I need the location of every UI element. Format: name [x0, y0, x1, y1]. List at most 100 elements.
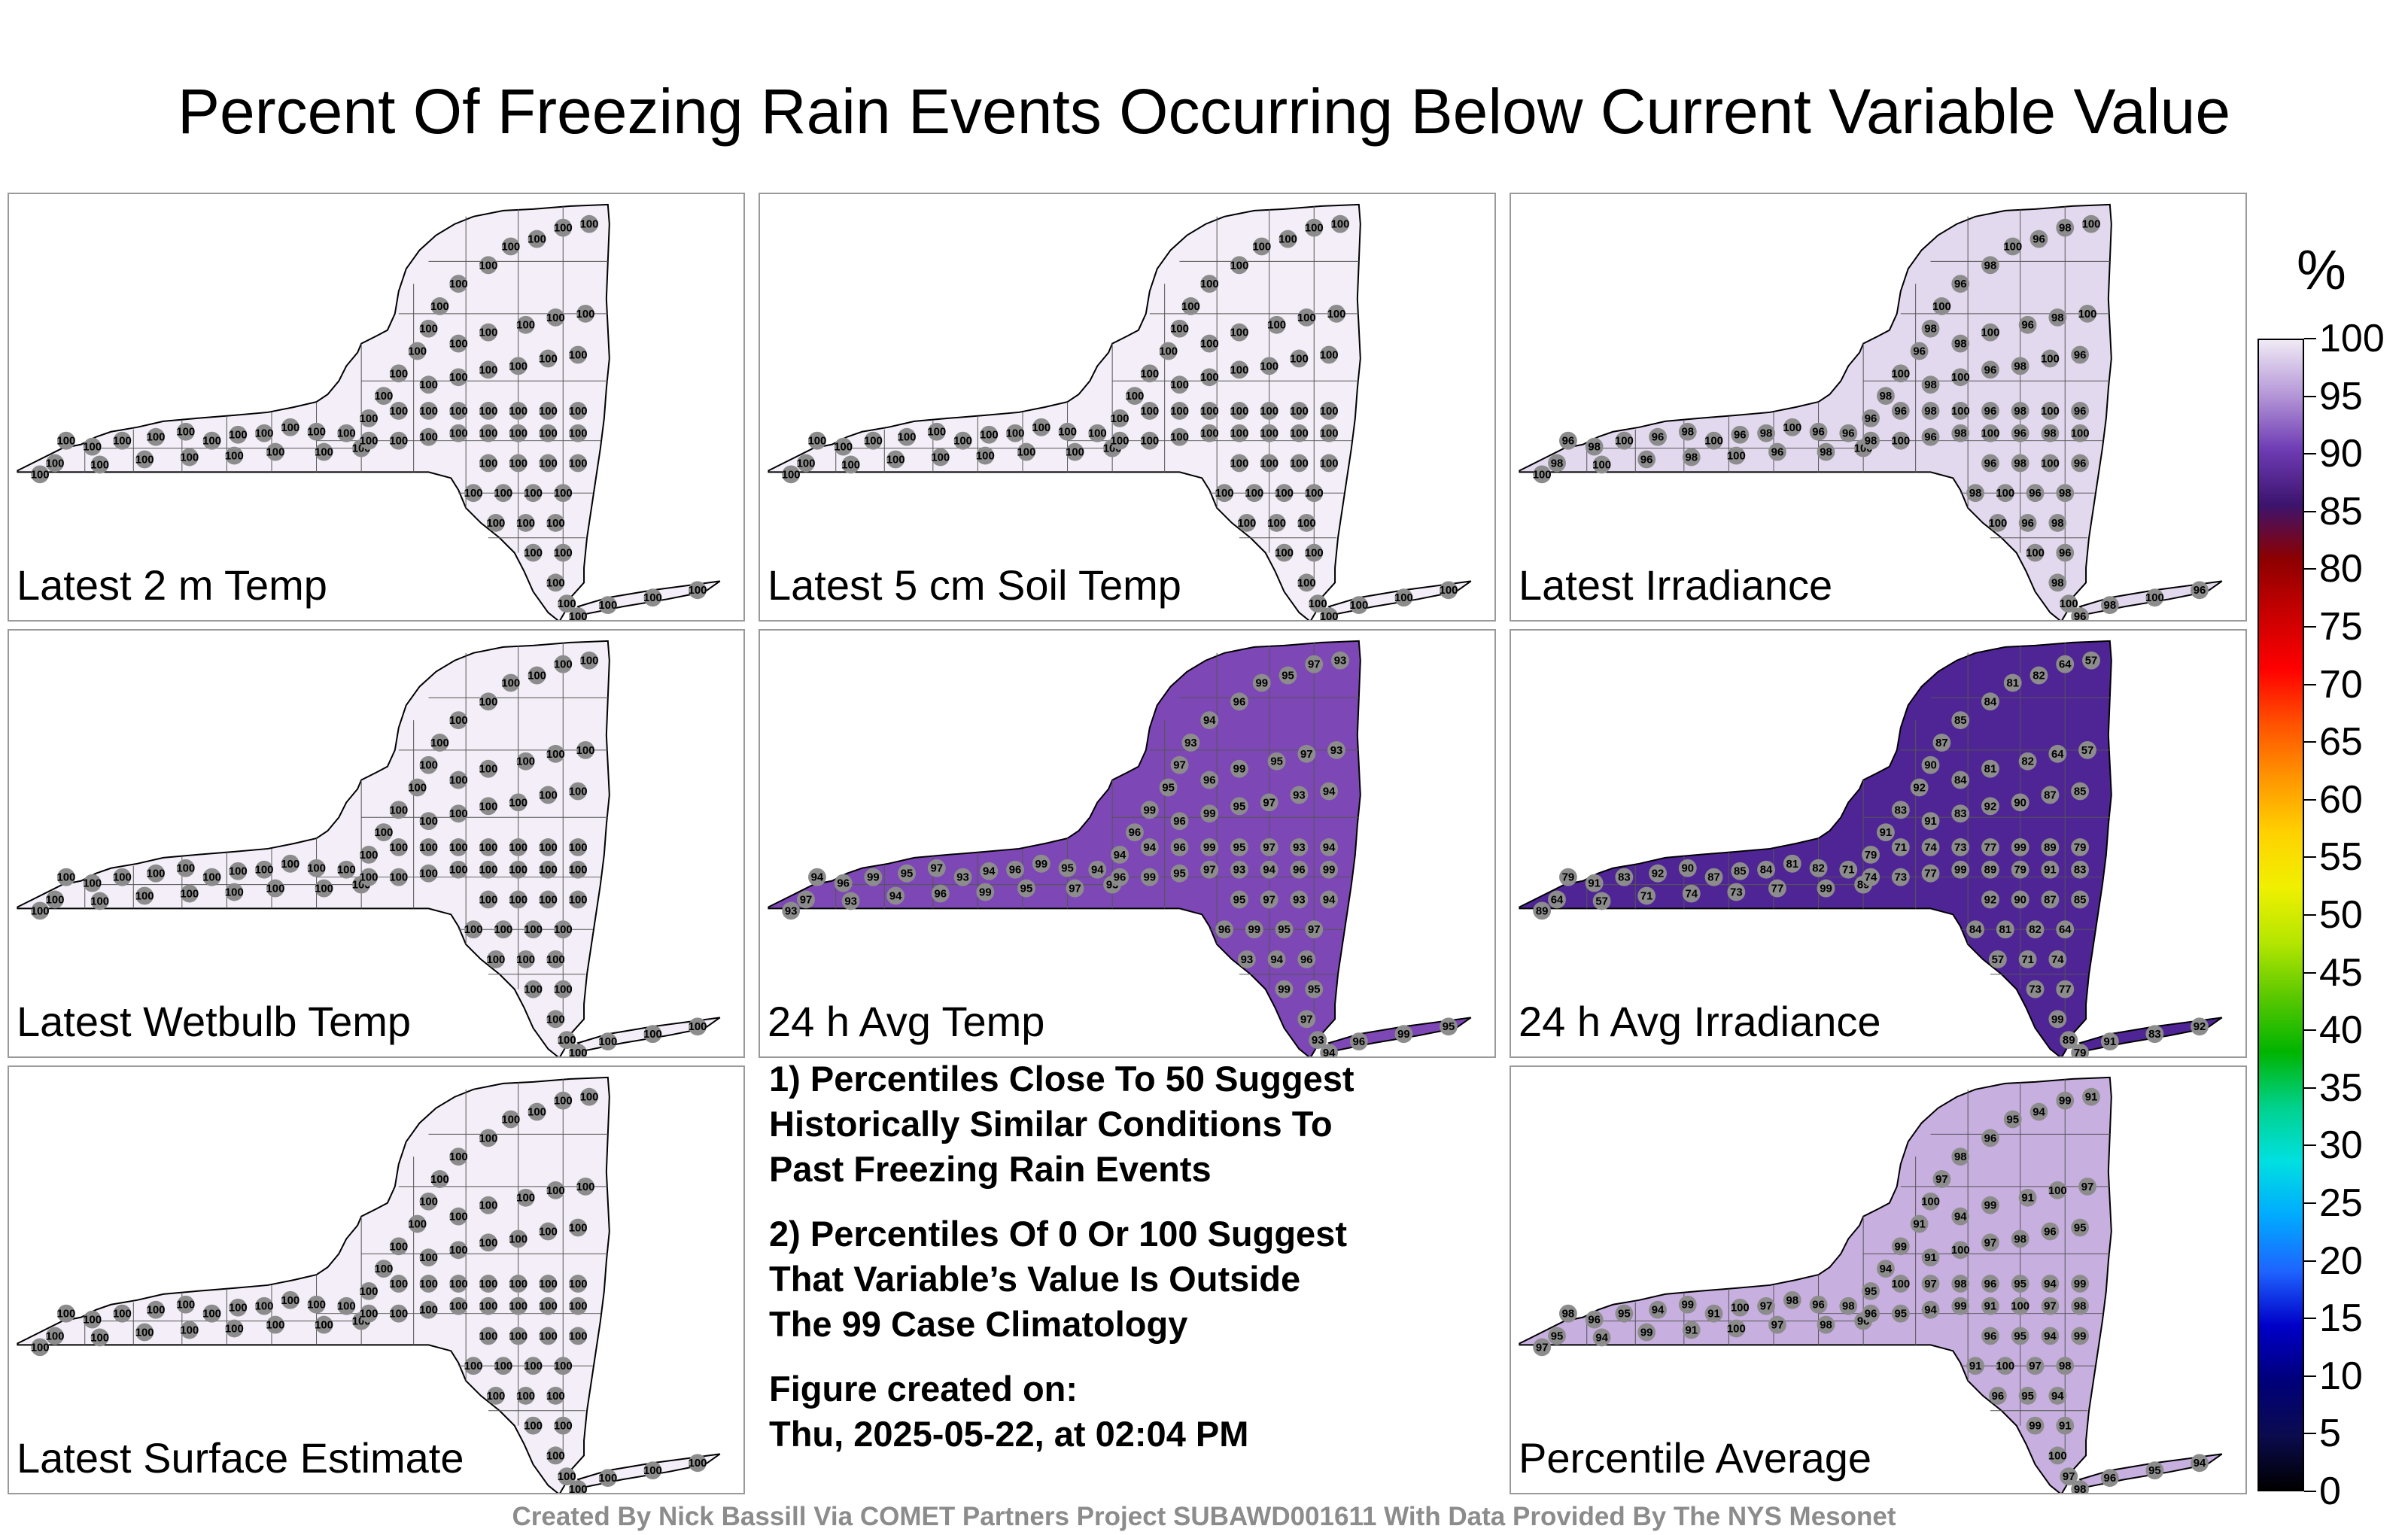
station-marker: 100	[509, 1296, 528, 1315]
station-marker: 77	[1981, 838, 1999, 856]
station-marker: 99	[1981, 1196, 1999, 1214]
station-value: 96	[1865, 1309, 1877, 1321]
station-marker: 100	[90, 455, 109, 474]
station-marker: 100	[569, 345, 588, 364]
station-value: 100	[479, 842, 498, 854]
station-marker: 99	[864, 868, 883, 886]
station-marker: 100	[528, 229, 546, 248]
station-value: 100	[1349, 600, 1368, 612]
station-value: 97	[1760, 1301, 1773, 1313]
station-value: 91	[1707, 1309, 1720, 1321]
station-value: 100	[953, 436, 972, 448]
station-marker: 100	[569, 1296, 588, 1315]
station-marker: 96	[2071, 345, 2090, 364]
station-marker: 95	[1305, 980, 1324, 999]
colorbar-tick-label: 70	[2319, 662, 2363, 707]
station-marker: 100	[1297, 573, 1316, 592]
station-marker: 100	[976, 446, 995, 465]
station-value: 100	[539, 1330, 558, 1342]
station-value: 89	[2044, 842, 2057, 854]
station-value: 91	[1969, 1360, 1982, 1372]
station-value: 91	[1913, 1218, 1926, 1230]
station-value: 99	[1895, 1241, 1908, 1253]
station-value: 100	[569, 1301, 588, 1313]
station-marker: 100	[419, 402, 438, 420]
station-marker: 96	[1981, 1275, 1999, 1293]
station-value: 100	[1704, 436, 1723, 448]
station-value: 100	[449, 1151, 468, 1163]
station-value: 100	[360, 1286, 379, 1298]
station-marker: 100	[479, 759, 497, 778]
station-marker: 100	[1170, 319, 1189, 338]
station-value: 100	[479, 801, 498, 813]
station-value: 96	[1954, 278, 1967, 290]
station-value: 100	[389, 1241, 408, 1253]
station-value: 100	[494, 1360, 512, 1372]
station-value: 100	[419, 816, 438, 828]
map-panel-percentile-average: 97 98 96 95 94 99 91 100 97 98 96 95 94 99 91 100 97 98 96…	[1510, 1065, 2247, 1494]
station-value: 91	[2044, 865, 2057, 877]
station-value: 100	[501, 241, 520, 253]
station-value: 100	[479, 1132, 498, 1144]
station-marker: 94	[1200, 711, 1219, 730]
station-marker: 100	[229, 862, 248, 880]
station-marker: 98	[1817, 442, 1835, 461]
station-value: 100	[509, 406, 528, 418]
station-value: 100	[479, 1330, 498, 1342]
station-value: 100	[1267, 518, 1286, 530]
station-value: 100	[569, 865, 588, 877]
station-marker: 100	[1440, 581, 1458, 600]
station-marker: 83	[1951, 804, 1970, 823]
station-value: 94	[1144, 842, 1157, 854]
station-value: 97	[2081, 1181, 2094, 1193]
station-value: 100	[449, 339, 468, 351]
station-value: 99	[2074, 1330, 2087, 1342]
station-marker: 100	[864, 431, 883, 450]
station-marker: 100	[501, 1110, 520, 1129]
station-marker: 100	[1058, 422, 1077, 441]
colorbar-tick	[2304, 914, 2316, 916]
station-value: 100	[147, 1305, 166, 1317]
station-value: 94	[2051, 1391, 2064, 1403]
station-value: 79	[2014, 865, 2026, 877]
station-value: 83	[1895, 804, 1908, 816]
station-value: 100	[2041, 353, 2060, 365]
station-marker: 100	[486, 950, 505, 968]
station-marker: 87	[1932, 734, 1951, 752]
station-marker: 100	[569, 782, 588, 801]
station-marker: 91	[2100, 1032, 2119, 1051]
station-marker: 57	[2078, 740, 2096, 759]
station-value: 100	[464, 1360, 483, 1372]
station-value: 98	[2059, 1360, 2072, 1372]
station-marker: 96	[1839, 424, 1858, 442]
state-outline	[768, 640, 1361, 1056]
station-marker: 99	[2011, 838, 2029, 856]
station-value: 100	[797, 457, 816, 470]
station-marker: 100	[1126, 387, 1144, 406]
station-value: 98	[2074, 1301, 2087, 1313]
station-marker: 100	[479, 1296, 498, 1315]
colorbar-tick	[2304, 741, 2316, 743]
station-value: 100	[539, 428, 558, 440]
station-value: 98	[1820, 447, 1832, 459]
station-marker: 100	[449, 804, 468, 823]
station-marker: 100	[113, 431, 132, 450]
station-value: 100	[479, 696, 498, 708]
station-value: 96	[1812, 1299, 1825, 1312]
station-marker: 100	[1951, 1241, 1970, 1260]
station-value: 100	[56, 872, 75, 884]
station-marker: 98	[1678, 422, 1697, 441]
station-value: 100	[479, 1301, 498, 1313]
station-value: 100	[980, 430, 999, 442]
station-value: 100	[479, 457, 498, 470]
station-marker: 100	[360, 431, 379, 450]
station-value: 100	[546, 312, 565, 324]
station-value: 100	[419, 1252, 438, 1264]
station-value: 100	[360, 436, 379, 448]
station-marker: 100	[1275, 484, 1294, 503]
station-value: 98	[1954, 1278, 1967, 1290]
station-value: 98	[2104, 600, 2117, 612]
station-value: 57	[1595, 895, 1608, 907]
station-marker: 100	[147, 1300, 166, 1319]
station-marker: 100	[46, 454, 64, 473]
